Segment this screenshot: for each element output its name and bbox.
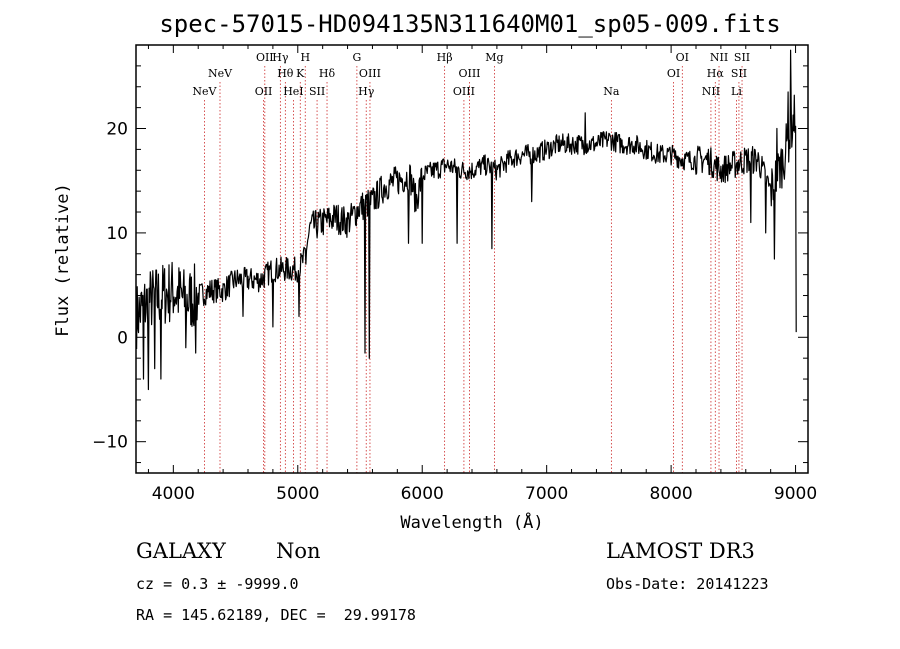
line-label-hθ: Hθ	[277, 67, 294, 80]
line-label-hγ: Hγ	[272, 51, 289, 64]
line-label-hα: Hα	[707, 67, 725, 80]
line-label-g: G	[352, 51, 361, 64]
y-axis: −10 0 10 20	[92, 65, 808, 464]
y-tick-label: 20	[106, 120, 128, 140]
plot-frame	[135, 44, 809, 474]
x-tick-label: 8000	[649, 484, 692, 504]
line-label-h: H	[300, 51, 310, 64]
line-label-oi: OI	[676, 51, 689, 64]
line-label-sii: SII	[731, 67, 747, 80]
chart-title: spec-57015-HD094135N311640M01_sp05-009.f…	[159, 10, 780, 38]
line-label-k: K	[296, 67, 305, 80]
line-label-na: Na	[603, 85, 620, 98]
redshift-text: cz = 0.3 ± -9999.0	[136, 575, 299, 593]
spectrum-line	[136, 49, 797, 391]
line-label-hδ: Hδ	[319, 67, 336, 80]
line-label-oiii: OIII	[458, 67, 480, 80]
x-tick-label: 5000	[276, 484, 319, 504]
obs-date-text: Obs-Date: 20141223	[606, 575, 769, 593]
y-axis-label: Flux (relative)	[53, 183, 73, 337]
line-label-sii: SII	[309, 85, 325, 98]
line-label-hei: HeI	[283, 85, 303, 98]
line-label-mg: Mg	[485, 51, 503, 64]
line-label-oiii: OIII	[359, 67, 381, 80]
emission-line-labels: NeVNeVOIIOIIHγHθHeIKHSIIHδGHγOIIIHβOIIIO…	[192, 51, 750, 98]
line-label-nii: NII	[702, 85, 720, 98]
line-label-oii: OII	[256, 51, 274, 64]
coordinates-text: RA = 145.62189, DEC = 29.99178	[136, 606, 416, 624]
x-tick-label: 6000	[401, 484, 444, 504]
survey-label: LAMOST DR3	[606, 539, 755, 563]
x-axis: 4000 5000 6000 7000 8000 9000	[147, 45, 817, 504]
x-tick-label: 4000	[152, 484, 195, 504]
line-label-hγ: Hγ	[358, 85, 375, 98]
class-label: GALAXY	[136, 539, 227, 563]
line-label-li: Li	[731, 85, 742, 98]
line-label-hβ: Hβ	[437, 51, 453, 64]
subclass-label: Non	[276, 539, 321, 563]
line-label-sii: SII	[734, 51, 750, 64]
line-label-oii: OII	[255, 85, 273, 98]
y-tick-label: 0	[117, 328, 128, 348]
y-tick-label: 10	[106, 224, 128, 244]
x-tick-label: 9000	[774, 484, 817, 504]
line-label-oiii: OIII	[453, 85, 475, 98]
y-tick-label: −10	[92, 433, 128, 453]
line-label-nev: NeV	[208, 67, 233, 80]
x-axis-label: Wavelength (Å)	[400, 511, 543, 533]
line-label-nii: NII	[710, 51, 728, 64]
x-tick-label: 7000	[525, 484, 568, 504]
line-label-nev: NeV	[192, 85, 217, 98]
line-label-oi: OI	[667, 67, 680, 80]
